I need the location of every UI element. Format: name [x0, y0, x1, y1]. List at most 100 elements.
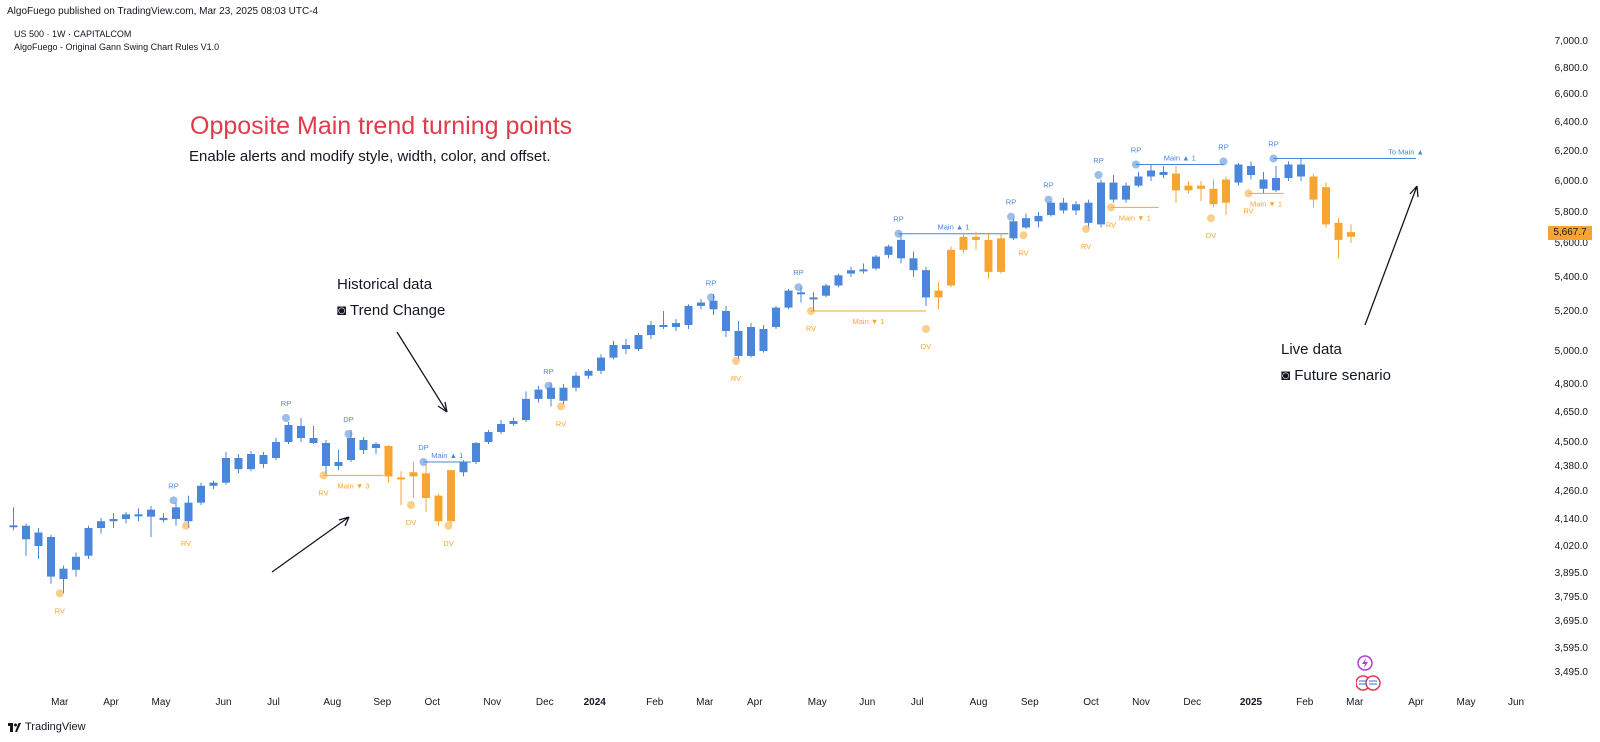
swing-marker — [319, 471, 328, 480]
y-tick-label: 4,020.0 — [1555, 541, 1589, 552]
candle — [647, 321, 655, 339]
candle-body — [1159, 172, 1168, 175]
candle — [497, 420, 505, 434]
candle — [1047, 201, 1055, 217]
candle — [1347, 224, 1355, 243]
candle-body — [1234, 164, 1243, 183]
us-flag-icon-2[interactable] — [1365, 675, 1381, 691]
y-tick-label: 4,650.0 — [1555, 407, 1589, 418]
swing-label: RV — [55, 606, 65, 615]
candle-body — [609, 345, 618, 358]
candle-body — [1334, 222, 1343, 240]
candle-body — [72, 556, 80, 570]
candle-body — [34, 532, 43, 546]
candle-body — [547, 387, 555, 399]
x-tick-label: Apr — [747, 697, 763, 708]
last-price-tag: 5,667.7 — [1548, 226, 1592, 240]
candle — [747, 323, 755, 358]
candle — [172, 502, 180, 526]
x-tick-label: Oct — [424, 697, 440, 708]
live-note: Live data ◙ Future senario — [1281, 337, 1391, 389]
x-tick-label: Apr — [103, 697, 119, 708]
swing-label: RV — [1018, 248, 1028, 257]
swing-marker — [894, 229, 903, 238]
y-tick-label: 4,260.0 — [1555, 486, 1589, 497]
candle — [59, 565, 68, 594]
candle — [634, 333, 643, 351]
headline: Opposite Main trend turning points — [190, 112, 573, 140]
candle — [472, 442, 480, 464]
event-badges[interactable] — [1355, 653, 1390, 698]
candle — [484, 430, 493, 444]
candle — [84, 525, 93, 559]
candle-body — [347, 438, 355, 460]
x-tick-label: Mar — [1346, 697, 1364, 708]
candle-body — [884, 246, 893, 255]
swing-marker — [182, 521, 190, 530]
candle — [1172, 166, 1180, 203]
y-tick-label: 3,495.0 — [1555, 667, 1589, 678]
candle — [34, 528, 43, 559]
candle-body — [409, 472, 418, 477]
swing-marker — [1019, 231, 1028, 240]
candle — [1322, 182, 1330, 228]
swing-label: DP — [343, 415, 353, 424]
swing-label: RV — [318, 488, 328, 497]
candle-body — [597, 357, 605, 371]
x-tick-label: Jul — [911, 697, 924, 708]
candle-body — [872, 256, 880, 269]
candle-body — [1347, 232, 1355, 237]
candle-body — [1272, 178, 1280, 191]
swing-label: RP — [706, 278, 716, 287]
candle — [1247, 161, 1255, 180]
main-trend-label: Main ▲ 1 — [1164, 154, 1196, 163]
candle-body — [197, 485, 205, 503]
candle-body — [1209, 188, 1218, 205]
candle-body — [209, 482, 218, 486]
candle — [1184, 181, 1193, 194]
candle-body — [1322, 187, 1330, 225]
candle — [1197, 181, 1205, 202]
indicator-line[interactable]: AlgoFuego - Original Gann Swing Chart Ru… — [14, 42, 220, 52]
symbol-line[interactable]: US 500 · 1W · CAPITALCOM — [14, 29, 132, 39]
main-trend-label: Main ▼ 3 — [337, 481, 369, 490]
candle — [834, 273, 843, 288]
candle-body — [859, 269, 868, 272]
swing-marker — [407, 501, 415, 509]
candle-body — [734, 331, 743, 356]
candle — [1272, 166, 1280, 192]
y-tick-label: 3,695.0 — [1555, 616, 1589, 627]
swing-marker — [419, 458, 428, 466]
candle-body — [22, 525, 30, 540]
candle-body — [47, 537, 55, 577]
candle-body — [972, 236, 980, 240]
x-tick-label: Jun — [1508, 697, 1524, 708]
candle-body — [222, 458, 230, 483]
candle — [1147, 164, 1155, 181]
swing-marker — [344, 430, 353, 438]
swing-marker — [707, 293, 715, 302]
candle-body — [1059, 202, 1068, 211]
y-tick-label: 5,200.0 — [1555, 306, 1589, 317]
candle — [272, 438, 280, 460]
x-tick-label: Dec — [536, 697, 554, 708]
historical-note: Historical data ◙ Trend Change — [337, 272, 445, 324]
candle — [1259, 172, 1268, 194]
candle-body — [584, 370, 593, 376]
candle — [784, 288, 793, 310]
candle — [247, 451, 255, 472]
tradingview-brand[interactable]: TradingView — [8, 721, 86, 733]
candle — [397, 471, 405, 505]
candle-body — [559, 387, 568, 401]
candle-body — [447, 470, 455, 522]
x-tick-label: Feb — [1296, 697, 1314, 708]
swing-label: RP — [1006, 198, 1016, 207]
candle-body — [922, 270, 930, 298]
candle — [1284, 161, 1293, 181]
candle — [284, 422, 293, 444]
swing-label: RV — [731, 374, 741, 383]
candle-body — [1084, 202, 1093, 223]
candle-body — [397, 477, 405, 480]
live-item: ◙ Future senario — [1281, 367, 1391, 384]
